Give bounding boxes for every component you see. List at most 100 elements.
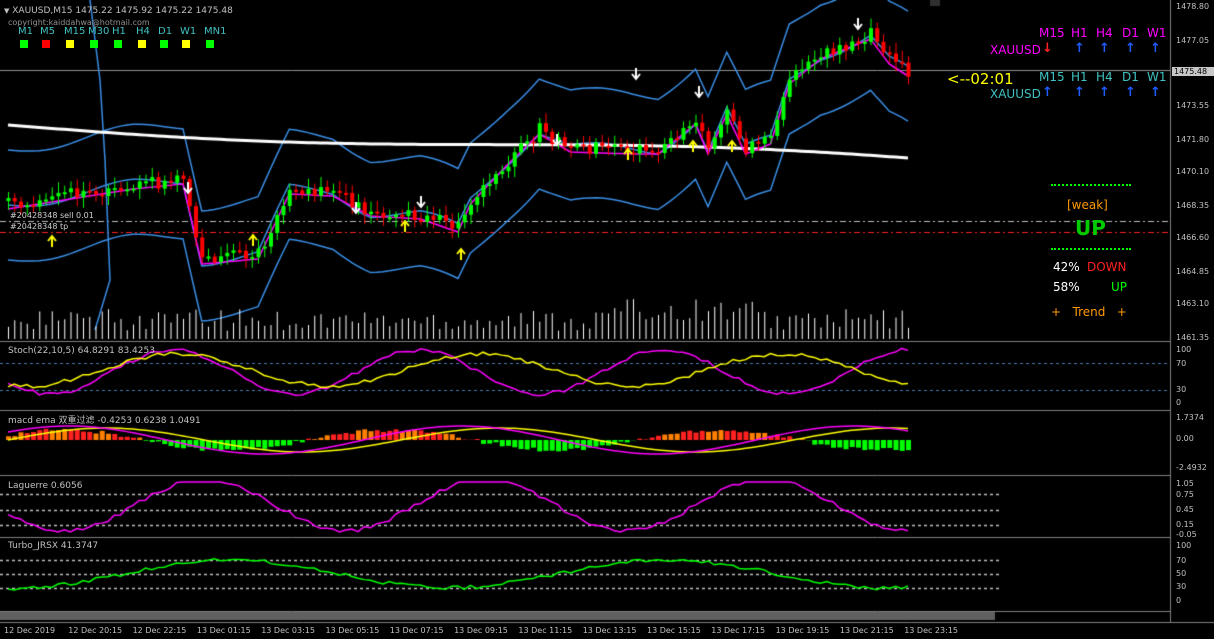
order-sell-label: #20428348 sell 0.01	[10, 211, 94, 220]
signal-tf-w1: W1	[1147, 26, 1167, 40]
time-tick: 13 Dec 09:15	[454, 626, 508, 635]
time-tick: 13 Dec 13:15	[582, 626, 637, 635]
time-tick: 13 Dec 15:15	[647, 626, 701, 635]
arrow-up-icon: ↑	[1074, 41, 1085, 56]
tf-status-square	[42, 40, 50, 48]
signal-tf-m15: M15	[1039, 70, 1065, 84]
collapse-triangle-icon[interactable]: ▼	[4, 7, 10, 15]
price-tick: 1466.60	[1176, 233, 1210, 242]
price-tick: 1468.35	[1176, 201, 1210, 210]
time-tick: 13 Dec 23:15	[904, 626, 958, 635]
panel-divider	[1051, 184, 1131, 188]
signal-symbol: XAUUSD	[990, 87, 1041, 101]
arrow-up-icon: ↑	[1099, 85, 1110, 100]
up-percent: 58%	[1053, 280, 1080, 294]
price-tick: 1464.85	[1176, 267, 1210, 276]
time-tick: 13 Dec 21:15	[839, 626, 894, 635]
price-tick: 1475.48	[1172, 67, 1214, 76]
chart-header: ▼ XAUUSD,M15 1475.22 1475.92 1475.22 147…	[4, 6, 233, 17]
laguerre-tick: -0.05	[1176, 530, 1197, 539]
tf-label-h1: H1	[112, 26, 126, 37]
signal-tf-h4: H4	[1096, 70, 1113, 84]
tf-status-square	[206, 40, 214, 48]
tf-label-mn1: MN1	[204, 26, 227, 37]
tf-label-w1: W1	[180, 26, 197, 37]
stoch-tick: 100	[1176, 345, 1192, 354]
laguerre-tick: 0.15	[1176, 520, 1194, 529]
time-tick: 13 Dec 07:15	[389, 626, 444, 635]
tf-label-h4: H4	[136, 26, 150, 37]
up-label: UP	[1111, 280, 1128, 294]
stoch-label: Stoch(22,10,5) 64.8291 83.4253	[8, 346, 155, 356]
macd-tick: 0.00	[1176, 434, 1194, 443]
macd-tick: 1.7374	[1176, 413, 1204, 422]
symbol-line: XAUUSD,M15 1475.22 1475.92 1475.22 1475.…	[12, 6, 233, 16]
stoch-tick: 0	[1176, 398, 1182, 407]
down-label: DOWN	[1087, 260, 1127, 274]
turbo-tick: 100	[1176, 541, 1192, 550]
laguerre-tick: 1.05	[1176, 479, 1194, 488]
time-tick: 12 Dec 22:15	[132, 626, 187, 635]
time-tick: 13 Dec 19:15	[775, 626, 830, 635]
tf-label-d1: D1	[158, 26, 173, 37]
signal-tf-h1: H1	[1071, 26, 1088, 40]
arrow-down-icon: ↓	[1042, 41, 1053, 56]
signal-symbol: XAUUSD	[990, 43, 1041, 57]
turbo-label: Turbo_JRSX 41.3747	[8, 541, 99, 551]
signal-tf-d1: D1	[1122, 26, 1139, 40]
order-tp-label: #20428348 tp	[10, 222, 69, 231]
macd-label: macd ema 双重过滤 -0.4253 0.6238 1.0491	[8, 416, 201, 426]
copyright-label: copyright:kaiddahwa@hotmail.com	[8, 18, 150, 27]
tf-label-m1: M1	[18, 26, 33, 37]
laguerre-tick: 0.45	[1176, 505, 1194, 514]
time-tick: 13 Dec 03:15	[261, 626, 315, 635]
arrow-up-icon: ↑	[1042, 85, 1053, 100]
turbo-tick: 50	[1176, 569, 1187, 578]
tf-label-m5: M5	[40, 26, 55, 37]
turbo-tick: 70	[1176, 556, 1187, 565]
tf-status-square	[114, 40, 122, 48]
stoch-tick: 30	[1176, 385, 1187, 394]
signal-tf-d1: D1	[1122, 70, 1139, 84]
arrow-up-icon: ↑	[1125, 41, 1136, 56]
arrow-up-icon: ↑	[1150, 85, 1161, 100]
arrow-up-icon: ↑	[1150, 41, 1161, 56]
arrow-up-icon: ↑	[1125, 85, 1136, 100]
arrow-up-icon: ↑	[1074, 85, 1085, 100]
laguerre-label: Laguerre 0.6056	[8, 481, 83, 491]
candle-timer: <--02:01	[947, 70, 1014, 88]
arrow-up-icon: ↑	[1099, 41, 1110, 56]
signal-tf-h1: H1	[1071, 70, 1088, 84]
price-tick: 1473.55	[1176, 101, 1210, 110]
direction-label: UP	[1075, 216, 1106, 240]
tf-status-square	[138, 40, 146, 48]
signal-panel: M15 ↓ H1 ↑ H4 ↑ D1 ↑ W1 ↑ XAUUSD <--02:01 M15 ↑ H1 ↑ H…	[947, 26, 1167, 346]
turbo-tick: 0	[1176, 596, 1182, 605]
tf-label-m30: M30	[88, 26, 110, 37]
tf-status-square	[90, 40, 98, 48]
time-tick: 13 Dec 11:15	[518, 626, 573, 635]
time-tick: 12 Dec 20:15	[68, 626, 123, 635]
tf-status-square	[182, 40, 190, 48]
strength-label: [weak]	[1067, 198, 1108, 212]
signal-tf-w1: W1	[1147, 70, 1167, 84]
price-tick: 1461.35	[1176, 333, 1210, 342]
signal-row-1: M15 ↓ H1 ↑ H4 ↑ D1 ↑ W1 ↑ XAUUSD	[985, 26, 1167, 66]
price-tick: 1478.80	[1176, 2, 1210, 11]
trend-label: + Trend +	[1051, 305, 1127, 319]
macd-tick: -2.4932	[1176, 463, 1207, 472]
tf-label-m15: M15	[64, 26, 86, 37]
panel-divider	[1051, 248, 1131, 252]
time-tick: 13 Dec 01:15	[196, 626, 251, 635]
signal-tf-h4: H4	[1096, 26, 1113, 40]
tf-status-square	[66, 40, 74, 48]
price-tick: 1477.05	[1176, 36, 1210, 45]
stoch-tick: 70	[1176, 359, 1187, 368]
time-tick: 13 Dec 05:15	[325, 626, 380, 635]
down-percent: 42%	[1053, 260, 1080, 274]
price-tick: 1470.10	[1176, 167, 1210, 176]
signal-row-2: M15 ↑ H1 ↑ H4 ↑ D1 ↑ W1 ↑ XAUUSD	[985, 70, 1167, 110]
turbo-tick: 30	[1176, 582, 1187, 591]
laguerre-tick: 0.75	[1176, 490, 1194, 499]
